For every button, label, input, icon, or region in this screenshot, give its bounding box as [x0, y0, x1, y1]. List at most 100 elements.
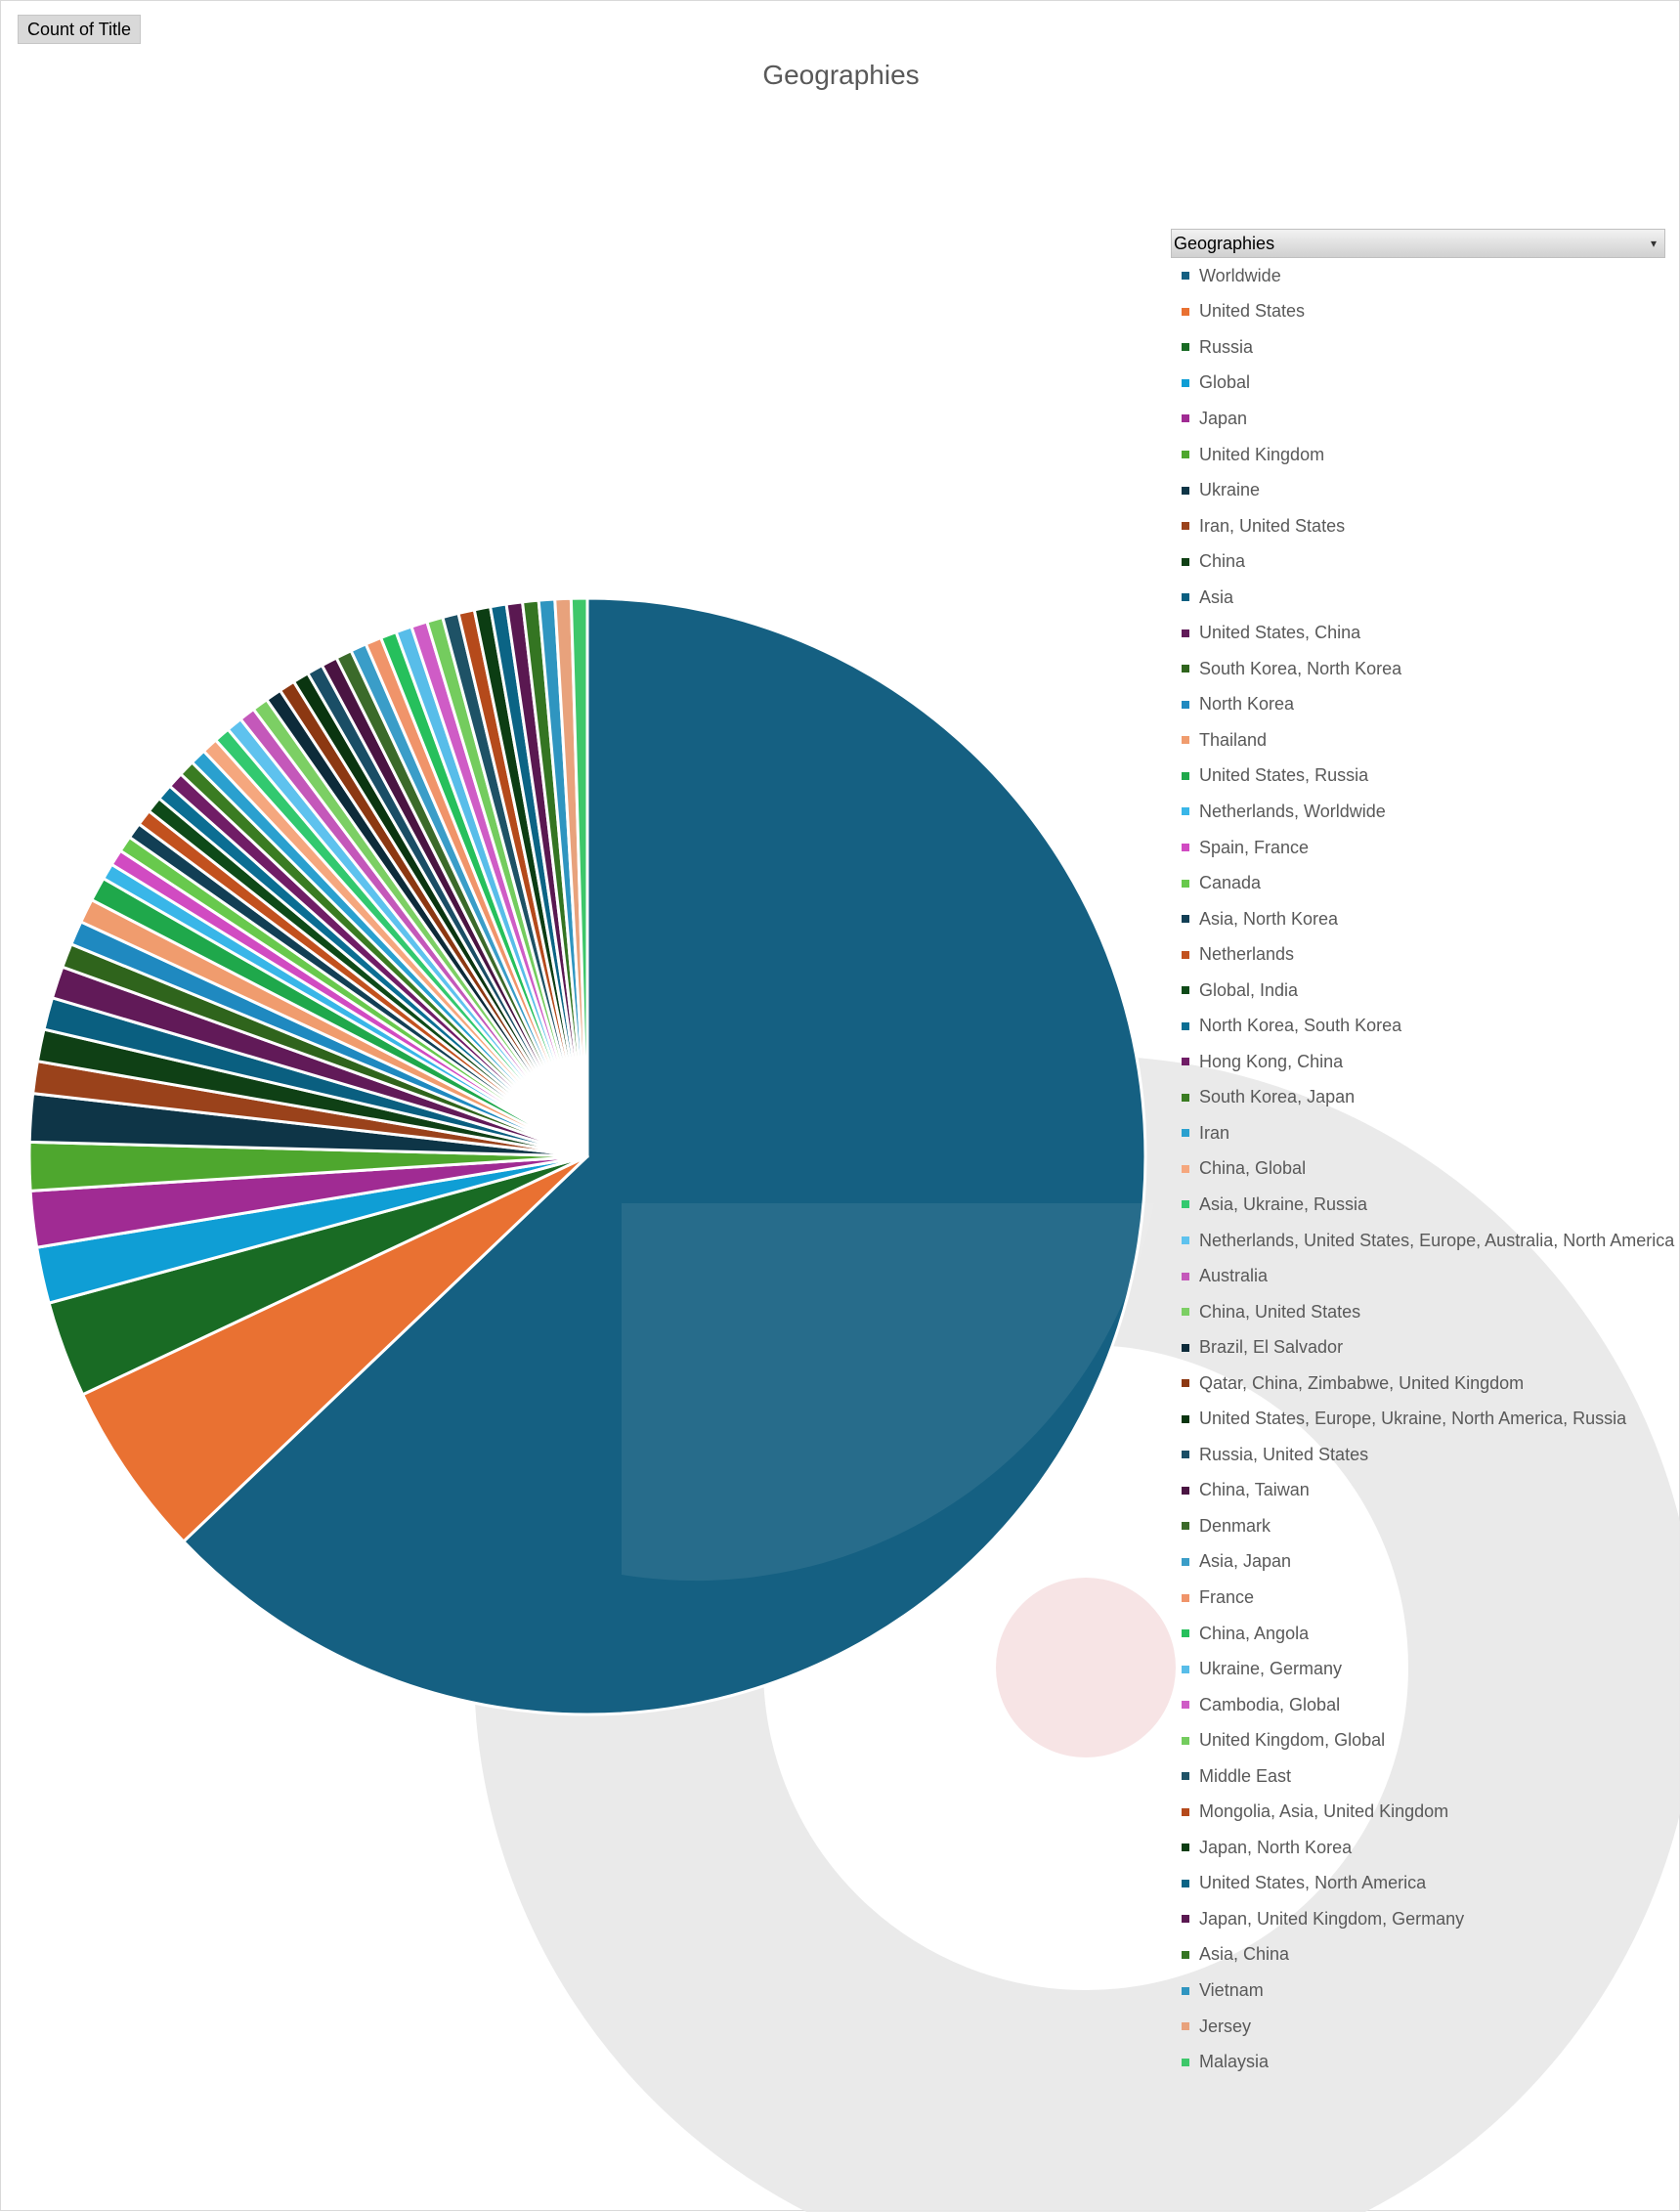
legend-item[interactable]: United States, China [1171, 615, 1665, 651]
legend-swatch [1182, 1701, 1189, 1710]
legend-item[interactable]: Japan, United Kingdom, Germany [1171, 1901, 1665, 1937]
legend-item[interactable]: North Korea, South Korea [1171, 1008, 1665, 1044]
legend-item[interactable]: France [1171, 1580, 1665, 1616]
legend-item[interactable]: Iran [1171, 1115, 1665, 1151]
legend-item[interactable]: Denmark [1171, 1508, 1665, 1544]
legend-swatch [1182, 2022, 1189, 2031]
legend-label: Iran [1199, 1122, 1230, 1143]
legend-label: United Kingdom, Global [1199, 1730, 1386, 1751]
legend-swatch [1182, 1522, 1189, 1531]
legend-item[interactable]: Brazil, El Salvador [1171, 1329, 1665, 1366]
legend-item[interactable]: Jersey [1171, 2009, 1665, 2045]
legend-swatch [1182, 1200, 1189, 1209]
legend-swatch [1182, 844, 1189, 852]
legend-item[interactable]: Iran, United States [1171, 508, 1665, 544]
legend-list: Worldwide United States Russia Global Japan U… [1171, 258, 1674, 2080]
legend-item[interactable]: China, United States [1171, 1294, 1665, 1330]
legend-item[interactable]: China, Taiwan [1171, 1473, 1665, 1509]
legend-label: Denmark [1199, 1515, 1271, 1536]
legend-label: Asia, Ukraine, Russia [1199, 1193, 1368, 1214]
watermark-overlay [622, 1203, 1154, 1582]
pie-slice-united-states[interactable] [81, 1154, 589, 1543]
legend-label: China, Taiwan [1199, 1480, 1310, 1500]
legend-item[interactable]: Netherlands, United States, Europe, Aust… [1171, 1223, 1674, 1259]
legend-item[interactable]: Asia, North Korea [1171, 901, 1665, 937]
legend-label: Hong Kong, China [1199, 1051, 1344, 1071]
legend-swatch [1182, 1557, 1189, 1566]
legend-swatch [1182, 629, 1189, 637]
legend-item[interactable]: Russia [1171, 329, 1665, 366]
legend-swatch [1182, 1343, 1189, 1352]
legend-item[interactable]: Hong Kong, China [1171, 1044, 1665, 1080]
legend-swatch [1182, 986, 1189, 995]
legend-item[interactable]: United Kingdom [1171, 437, 1665, 473]
legend-item[interactable]: Thailand [1171, 722, 1665, 759]
legend-label: United States, China [1199, 623, 1361, 643]
legend-filter-button[interactable]: Geographies ▾ [1171, 229, 1665, 258]
legend-swatch [1182, 451, 1189, 458]
legend-swatch [1182, 414, 1189, 423]
legend-label: China [1199, 551, 1246, 572]
legend-item[interactable]: Worldwide [1171, 258, 1665, 294]
legend-item[interactable]: Asia [1171, 580, 1665, 616]
legend-item[interactable]: Vietnam [1171, 1973, 1665, 2009]
legend-swatch [1182, 1736, 1189, 1745]
legend-item[interactable]: Australia [1171, 1258, 1665, 1294]
legend-item[interactable]: Russia, United States [1171, 1437, 1665, 1473]
legend-item[interactable]: Japan, North Korea [1171, 1830, 1665, 1866]
legend-label: Japan, North Korea [1199, 1837, 1353, 1857]
legend-item[interactable]: South Korea, North Korea [1171, 651, 1665, 687]
legend-label: Asia [1199, 586, 1234, 607]
legend-item[interactable]: Asia, Ukraine, Russia [1171, 1187, 1665, 1223]
legend-label: Jersey [1199, 2016, 1252, 2036]
legend-item[interactable]: United States [1171, 294, 1665, 330]
legend-item[interactable]: United States, Europe, Ukraine, North Am… [1171, 1402, 1665, 1438]
legend-item[interactable]: Malaysia [1171, 2044, 1665, 2080]
legend-item[interactable]: Asia, Japan [1171, 1544, 1665, 1581]
legend-item[interactable]: United Kingdom, Global [1171, 1722, 1665, 1758]
pie-slice-malaysia[interactable] [569, 596, 589, 1158]
legend-item[interactable]: Asia, China [1171, 1937, 1665, 1973]
legend-label: Asia, China [1199, 1944, 1290, 1965]
legend-swatch [1182, 1164, 1189, 1173]
count-of-title-field-button[interactable]: Count of Title [18, 15, 142, 44]
legend-swatch [1182, 1772, 1189, 1781]
legend-item[interactable]: United States, Russia [1171, 759, 1665, 795]
legend-item[interactable]: South Korea, Japan [1171, 1080, 1665, 1116]
legend-item[interactable]: Ukraine, Germany [1171, 1651, 1665, 1687]
legend-label: Asia, Japan [1199, 1551, 1292, 1572]
legend-swatch [1182, 593, 1189, 602]
legend-item[interactable]: Mongolia, Asia, United Kingdom [1171, 1795, 1665, 1831]
legend-item[interactable]: Netherlands, Worldwide [1171, 794, 1665, 830]
legend-item[interactable]: Ukraine [1171, 472, 1665, 508]
legend-label: Australia [1199, 1266, 1269, 1286]
legend-swatch [1182, 1129, 1189, 1138]
legend-swatch [1182, 1915, 1189, 1924]
legend-item[interactable]: Spain, France [1171, 830, 1665, 866]
legend-item[interactable]: United States, North America [1171, 1866, 1665, 1902]
legend-item[interactable]: Netherlands [1171, 936, 1665, 973]
legend-item[interactable]: North Korea [1171, 687, 1665, 723]
legend-item[interactable]: Global, India [1171, 973, 1665, 1009]
legend-label: Vietnam [1199, 1980, 1264, 2001]
legend-item[interactable]: Middle East [1171, 1758, 1665, 1795]
legend-item[interactable]: Cambodia, Global [1171, 1687, 1665, 1723]
legend-item[interactable]: Qatar, China, Zimbabwe, United Kingdom [1171, 1366, 1665, 1402]
legend-label: Iran, United States [1199, 515, 1346, 536]
legend-item[interactable]: Japan [1171, 401, 1665, 437]
legend-item[interactable]: China, Angola [1171, 1616, 1665, 1652]
legend-item[interactable]: Canada [1171, 865, 1665, 901]
legend-label: Japan [1199, 408, 1248, 428]
legend-label: Brazil, El Salvador [1199, 1337, 1344, 1358]
legend-swatch [1182, 736, 1189, 745]
legend-item[interactable]: Global [1171, 366, 1665, 402]
pie-slice-worldwide[interactable] [182, 596, 1147, 1716]
legend-label: Asia, North Korea [1199, 908, 1339, 929]
legend-label: Worldwide [1199, 265, 1281, 285]
legend-swatch [1182, 486, 1189, 495]
legend-item[interactable]: China [1171, 543, 1665, 580]
legend-swatch [1182, 1021, 1189, 1030]
legend-item[interactable]: China, Global [1171, 1151, 1665, 1188]
legend-label: South Korea, North Korea [1199, 658, 1402, 678]
chevron-down-icon[interactable]: ▾ [1650, 237, 1657, 250]
